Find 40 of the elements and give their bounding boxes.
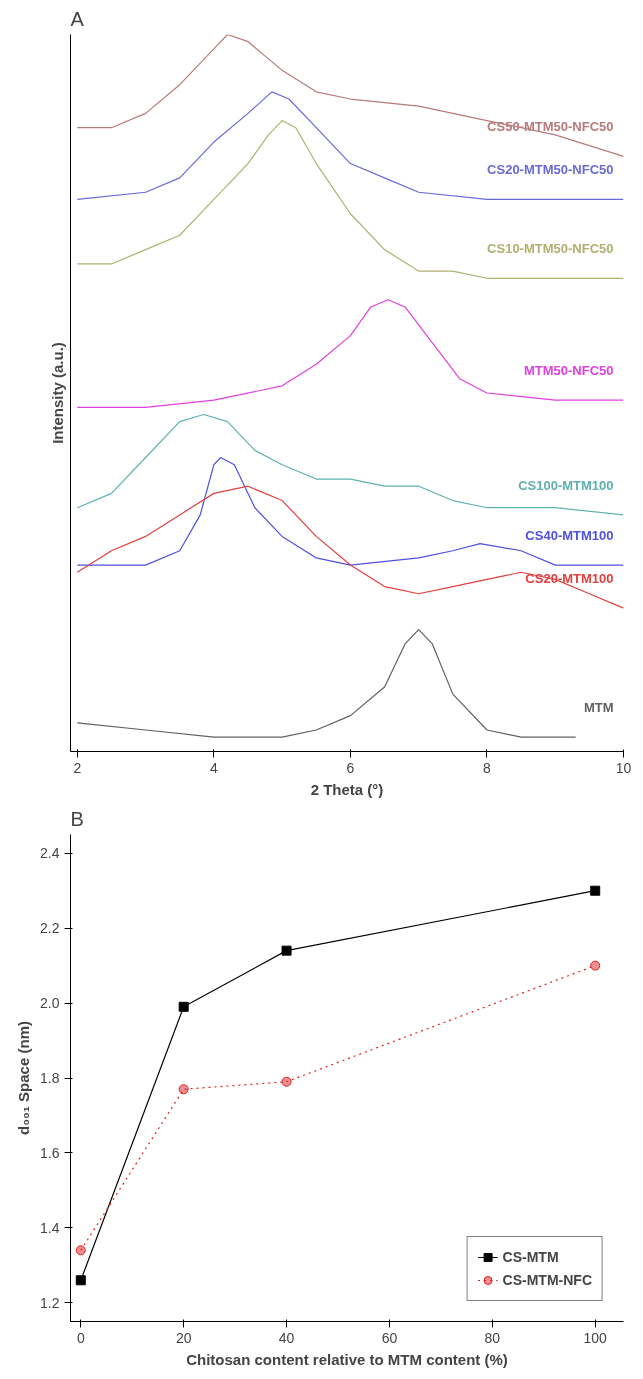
point	[178, 1001, 189, 1012]
x-tick-label: 40	[278, 1329, 295, 1346]
y-axis-title: Intensity (a.u.)	[48, 342, 66, 444]
series-label: CS10-MTM50-NFC50	[487, 241, 614, 257]
x-tick-label: 100	[583, 1329, 608, 1346]
series-label: CS40-MTM100	[525, 528, 614, 544]
y-tick-label: 2.4	[40, 845, 60, 862]
x-axis-title: 2 Theta (°)	[310, 780, 384, 798]
x-tick-label: 6	[346, 759, 355, 776]
x-tick-label: 2	[73, 759, 82, 776]
series-label: CS100-MTM100	[518, 477, 614, 493]
legend-label: CS-MTM-NFC	[502, 1272, 592, 1288]
x-axis-title: Chitosan content relative to MTM content (%)	[186, 1350, 508, 1368]
y-tick-label: 2.0	[40, 995, 60, 1012]
x-tick-label: 8	[483, 759, 492, 776]
point	[281, 1076, 292, 1087]
chart-title: A	[70, 7, 85, 30]
y-tick-label: 1.8	[40, 1070, 60, 1086]
x-tick-label: 0	[76, 1329, 85, 1346]
y-tick-label: 1.2	[40, 1294, 60, 1311]
point	[590, 960, 601, 971]
series-label: MTM	[583, 700, 614, 716]
x-tick-label: 20	[175, 1329, 192, 1346]
point	[75, 1245, 86, 1256]
point	[590, 885, 601, 896]
chart-title: B	[70, 807, 84, 830]
point	[75, 1275, 86, 1286]
y-axis-title: d₀₀₁ Space (nm)	[15, 1021, 33, 1135]
y-tick-label: 1.4	[40, 1219, 60, 1236]
point	[281, 945, 292, 956]
x-tick-label: 60	[381, 1329, 398, 1346]
x-tick-label: 4	[209, 759, 218, 776]
point	[178, 1084, 189, 1095]
series-label: MTM50-NFC50	[523, 363, 614, 379]
y-tick-label: 2.2	[40, 920, 60, 937]
y-tick-label: 1.6	[40, 1144, 60, 1161]
x-tick-label: 10	[615, 759, 632, 776]
x-tick-label: 80	[484, 1329, 501, 1346]
series-label: CS20-MTM50-NFC50	[487, 162, 614, 178]
legend-label: CS-MTM	[502, 1249, 559, 1265]
